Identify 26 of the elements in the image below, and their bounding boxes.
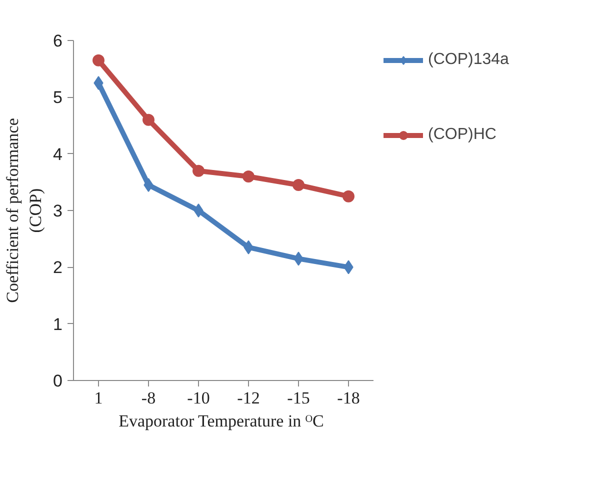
point [144, 178, 154, 192]
y-tick-label: 5 [53, 88, 63, 108]
point [194, 204, 204, 218]
y-tick-label: 3 [53, 202, 63, 220]
point [192, 164, 204, 177]
x-tick-label: -8 [141, 388, 156, 408]
x-axis-title: Evaporator Temperature in ᴼC [118, 412, 324, 430]
x-tick-label: 1 [94, 388, 103, 408]
point [92, 54, 104, 66]
legend-label: (COP)HC [428, 126, 496, 144]
point [142, 114, 154, 126]
x-tick-label: -15 [287, 388, 310, 408]
y-tick-label: 4 [53, 144, 63, 164]
point [342, 190, 354, 202]
point [94, 76, 104, 90]
x-tick-label: -12 [237, 388, 260, 408]
point [242, 170, 254, 182]
y-tick-label: 2 [53, 258, 63, 278]
x-tick-label: -18 [337, 388, 360, 408]
legend-label: (COP)134a [428, 51, 509, 69]
x-tick-label: -10 [187, 388, 210, 408]
y-tick-label: 6 [53, 32, 63, 50]
y-tick-label: 0 [53, 372, 63, 390]
y-tick-label: 1 [53, 314, 63, 334]
y-axis-title: Coefficient of performance (COP) [3, 118, 46, 303]
point [292, 179, 304, 191]
